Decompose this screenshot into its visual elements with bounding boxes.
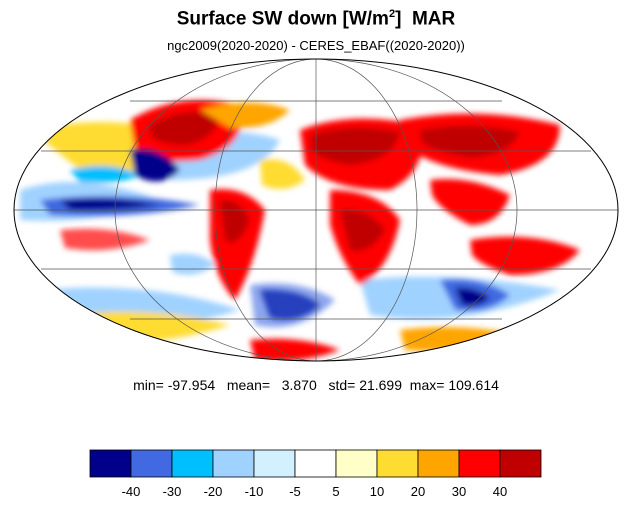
title-bracket: ] <box>395 8 402 30</box>
colorbar-swatch-6 <box>335 449 378 478</box>
colorbar-tick-label: 40 <box>493 484 507 499</box>
colorbar-tick-label: 10 <box>370 484 384 499</box>
title-superscript: 2 <box>388 8 396 20</box>
max-label: max= <box>409 377 445 393</box>
colorbar-tick-label: 5 <box>332 484 339 499</box>
std-value: 21.699 <box>359 377 403 393</box>
plot-subtitle: ngc2009(2020-2020) - CERES_EBAF((2020-20… <box>167 38 465 53</box>
mean-label: mean= <box>226 377 271 393</box>
colorbar-swatch-10 <box>499 449 542 478</box>
colorbar-tick-label: -40 <box>122 484 141 499</box>
colorbar: -40 -30 -20 -10 -5 5 10 20 30 40 <box>89 449 542 499</box>
colorbar-swatch-9 <box>458 449 501 478</box>
statistics-line: min= -97.954 mean= 3.870 std= 21.699 max… <box>0 377 632 393</box>
mean-value: 3.870 <box>281 377 317 393</box>
colorbar-swatch-1 <box>130 449 173 478</box>
colorbar-tick-label: -20 <box>204 484 223 499</box>
plot-title: Surface SW down [W/m2] MAR <box>0 8 632 30</box>
colorbar-tick-label: -10 <box>245 484 264 499</box>
min-value: -97.954 <box>167 377 216 393</box>
colorbar-swatch-7 <box>376 449 419 478</box>
min-label: min= <box>133 377 164 393</box>
colorbar-swatch-3 <box>212 449 255 478</box>
colorbar-tick-label: 20 <box>411 484 425 499</box>
std-label: std= <box>328 377 356 393</box>
colorbar-swatch-0 <box>89 449 132 478</box>
colorbar-swatch-2 <box>171 449 214 478</box>
colorbar-tick-label: -5 <box>289 484 301 499</box>
map-boundary <box>13 58 619 362</box>
colorbar-swatch-8 <box>417 449 460 478</box>
colorbar-swatch-5 <box>294 449 337 478</box>
title-month: MAR <box>411 8 456 30</box>
max-value: 109.614 <box>448 377 499 393</box>
title-text: Surface SW down [W/m <box>176 8 389 30</box>
mollweide-map <box>13 58 619 362</box>
colorbar-tick-label: -30 <box>163 484 182 499</box>
colorbar-swatch-4 <box>253 449 296 478</box>
colorbar-tick-label: 30 <box>452 484 466 499</box>
